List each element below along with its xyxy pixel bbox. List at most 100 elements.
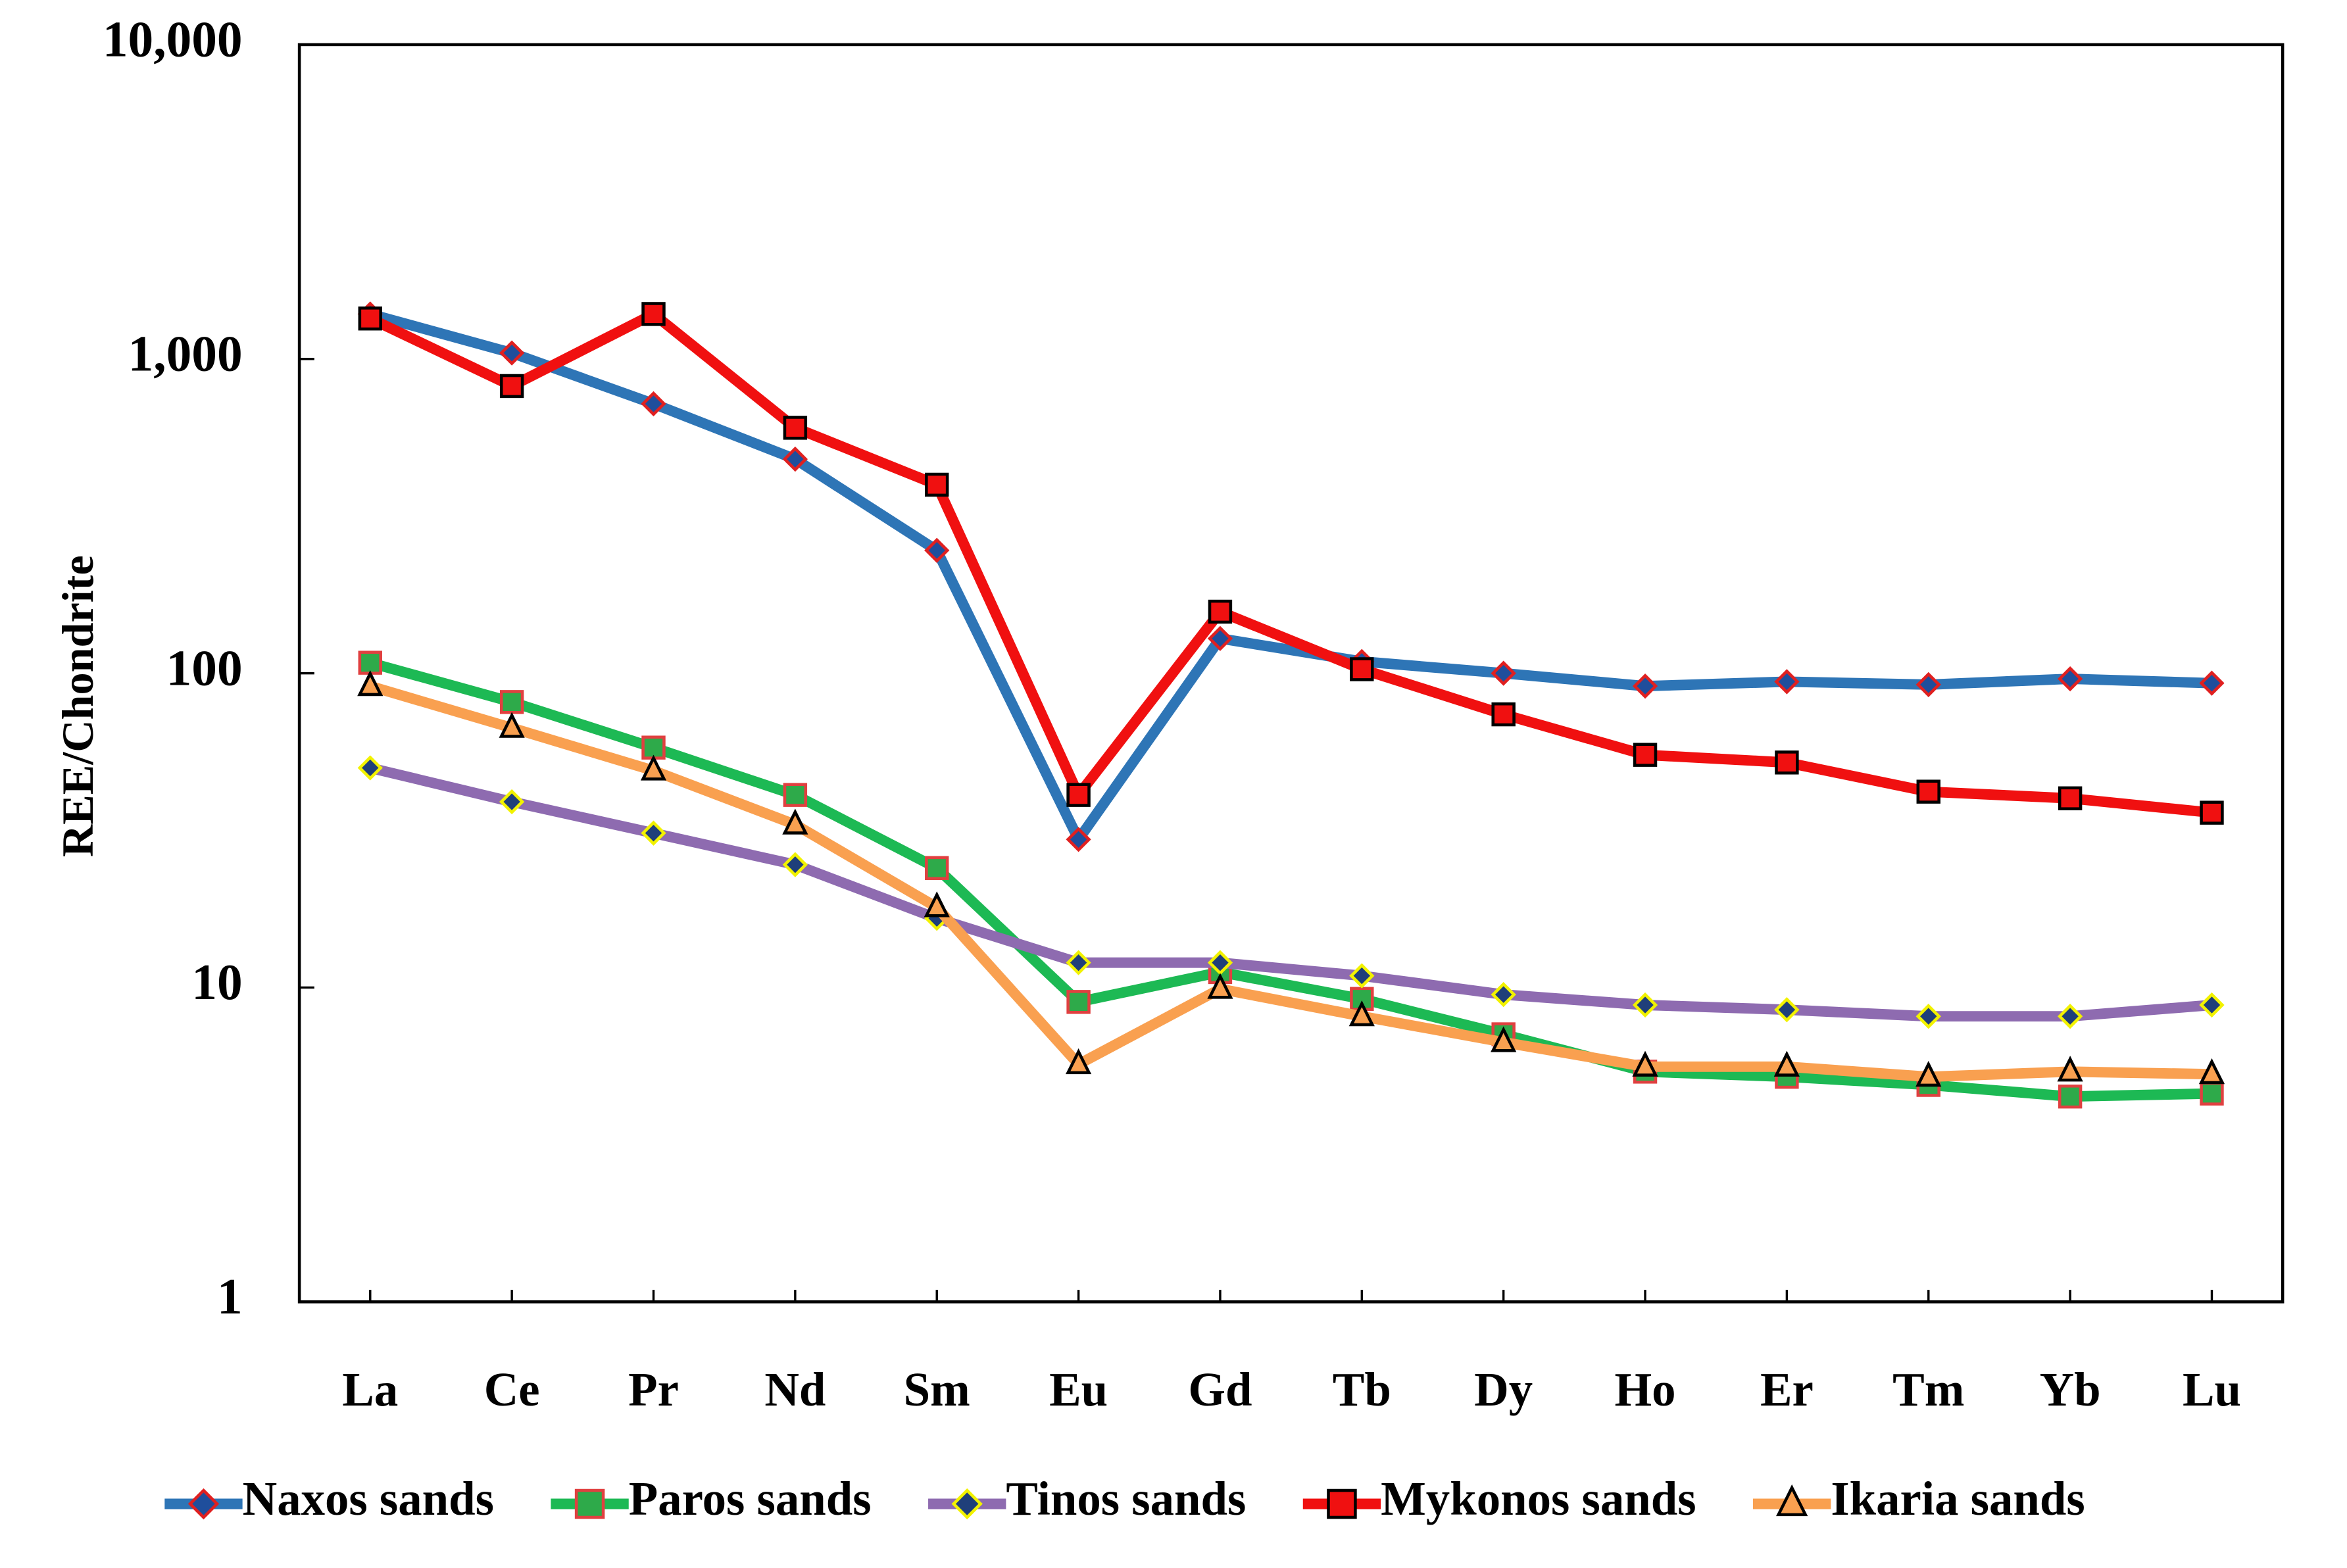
marker xyxy=(574,1488,605,1519)
marker xyxy=(1773,1050,1800,1077)
marker xyxy=(1632,674,1658,699)
marker xyxy=(1632,1050,1658,1077)
legend-label: Paros sands xyxy=(629,1472,872,1525)
x-tick-label: Lu xyxy=(2183,1363,2241,1416)
marker xyxy=(1491,660,1516,686)
marker xyxy=(1349,963,1375,989)
x-tick-label: Dy xyxy=(1474,1363,1533,1416)
marker xyxy=(1774,997,1800,1023)
x-tick-label: Gd xyxy=(1188,1363,1252,1416)
marker xyxy=(640,754,667,781)
series xyxy=(358,302,2224,825)
marker xyxy=(783,416,808,440)
legend-label: Ikaria sands xyxy=(1831,1472,2085,1525)
marker xyxy=(1066,990,1091,1014)
marker xyxy=(358,650,382,675)
legend-item: Mykonos sands xyxy=(1302,1472,1696,1525)
y-tick-label: 10 xyxy=(191,954,242,1010)
x-tick-label: Yb xyxy=(2040,1363,2101,1416)
series xyxy=(358,650,2224,1109)
marker xyxy=(2058,1084,2083,1109)
x-tick-label: Sm xyxy=(904,1363,970,1416)
series xyxy=(357,755,2225,1029)
marker xyxy=(1915,1060,1942,1087)
marker xyxy=(1066,827,1091,852)
marker xyxy=(782,808,808,835)
legend-item: Naxos sands xyxy=(164,1472,494,1525)
marker xyxy=(1348,1000,1375,1027)
series-line xyxy=(368,308,2212,845)
marker xyxy=(924,891,950,918)
marker xyxy=(2199,992,2225,1018)
x-tick-label: Tb xyxy=(1333,1363,1391,1416)
marker xyxy=(2057,1004,2083,1029)
series xyxy=(357,670,2225,1087)
marker xyxy=(1065,1048,1092,1075)
marker xyxy=(1208,599,1233,624)
marker xyxy=(1207,625,1233,651)
marker xyxy=(1632,992,1658,1018)
marker xyxy=(1775,750,1799,775)
marker xyxy=(1207,973,1233,999)
series-line xyxy=(368,681,2212,1083)
y-axis-label: REE/Chondrite xyxy=(53,555,103,857)
x-tick-label: Ce xyxy=(484,1363,540,1416)
marker xyxy=(783,783,808,807)
marker xyxy=(1491,981,1516,1008)
x-tick-label: Pr xyxy=(628,1363,679,1416)
marker xyxy=(925,472,949,497)
x-tick-label: Nd xyxy=(764,1363,826,1416)
legend-label: Tinos sands xyxy=(1006,1472,1246,1525)
marker xyxy=(951,1488,983,1520)
marker xyxy=(641,302,666,326)
marker xyxy=(187,1488,220,1520)
marker xyxy=(1350,657,1374,681)
marker xyxy=(1327,1488,1357,1519)
marker xyxy=(1491,702,1516,727)
marker xyxy=(1066,783,1091,807)
marker xyxy=(1633,743,1658,767)
marker xyxy=(925,856,949,880)
marker xyxy=(499,789,525,815)
series-line xyxy=(368,657,2212,1102)
marker xyxy=(499,690,524,714)
y-tick-label: 10,000 xyxy=(103,11,243,68)
x-tick-label: Tm xyxy=(1892,1363,1964,1416)
series-line xyxy=(368,762,2213,1022)
marker xyxy=(782,852,808,877)
legend-item: Paros sands xyxy=(551,1472,872,1525)
marker xyxy=(1066,950,1091,975)
series-line xyxy=(368,308,2213,818)
marker xyxy=(641,391,666,417)
marker xyxy=(2058,786,2083,810)
marker xyxy=(499,340,525,366)
marker xyxy=(1915,1004,1941,1029)
legend-label: Naxos sands xyxy=(243,1472,494,1525)
marker xyxy=(1491,1026,1517,1052)
x-tick-label: Ho xyxy=(1615,1363,1676,1416)
marker xyxy=(1774,669,1800,695)
x-tick-label: La xyxy=(342,1363,398,1416)
marker xyxy=(1776,1484,1808,1517)
marker xyxy=(1915,672,1941,698)
marker xyxy=(2200,1081,2224,1106)
marker xyxy=(641,820,666,846)
y-tick-label: 1 xyxy=(217,1268,243,1325)
marker xyxy=(499,374,524,399)
legend-label: Mykonos sands xyxy=(1381,1472,1696,1525)
marker xyxy=(2200,800,2224,825)
marker xyxy=(357,755,383,781)
x-tick-label: Er xyxy=(1760,1363,1814,1416)
y-tick-label: 1,000 xyxy=(128,326,243,382)
marker xyxy=(2199,670,2225,696)
marker xyxy=(641,735,666,760)
plot-frame xyxy=(297,43,2285,1304)
marker xyxy=(2057,666,2083,692)
marker xyxy=(2198,1058,2225,1085)
marker xyxy=(1916,779,1940,804)
x-tick-label: Eu xyxy=(1049,1363,1108,1416)
legend-item: Tinos sands xyxy=(928,1472,1246,1525)
y-tick-label: 100 xyxy=(166,639,243,696)
marker xyxy=(499,712,525,738)
